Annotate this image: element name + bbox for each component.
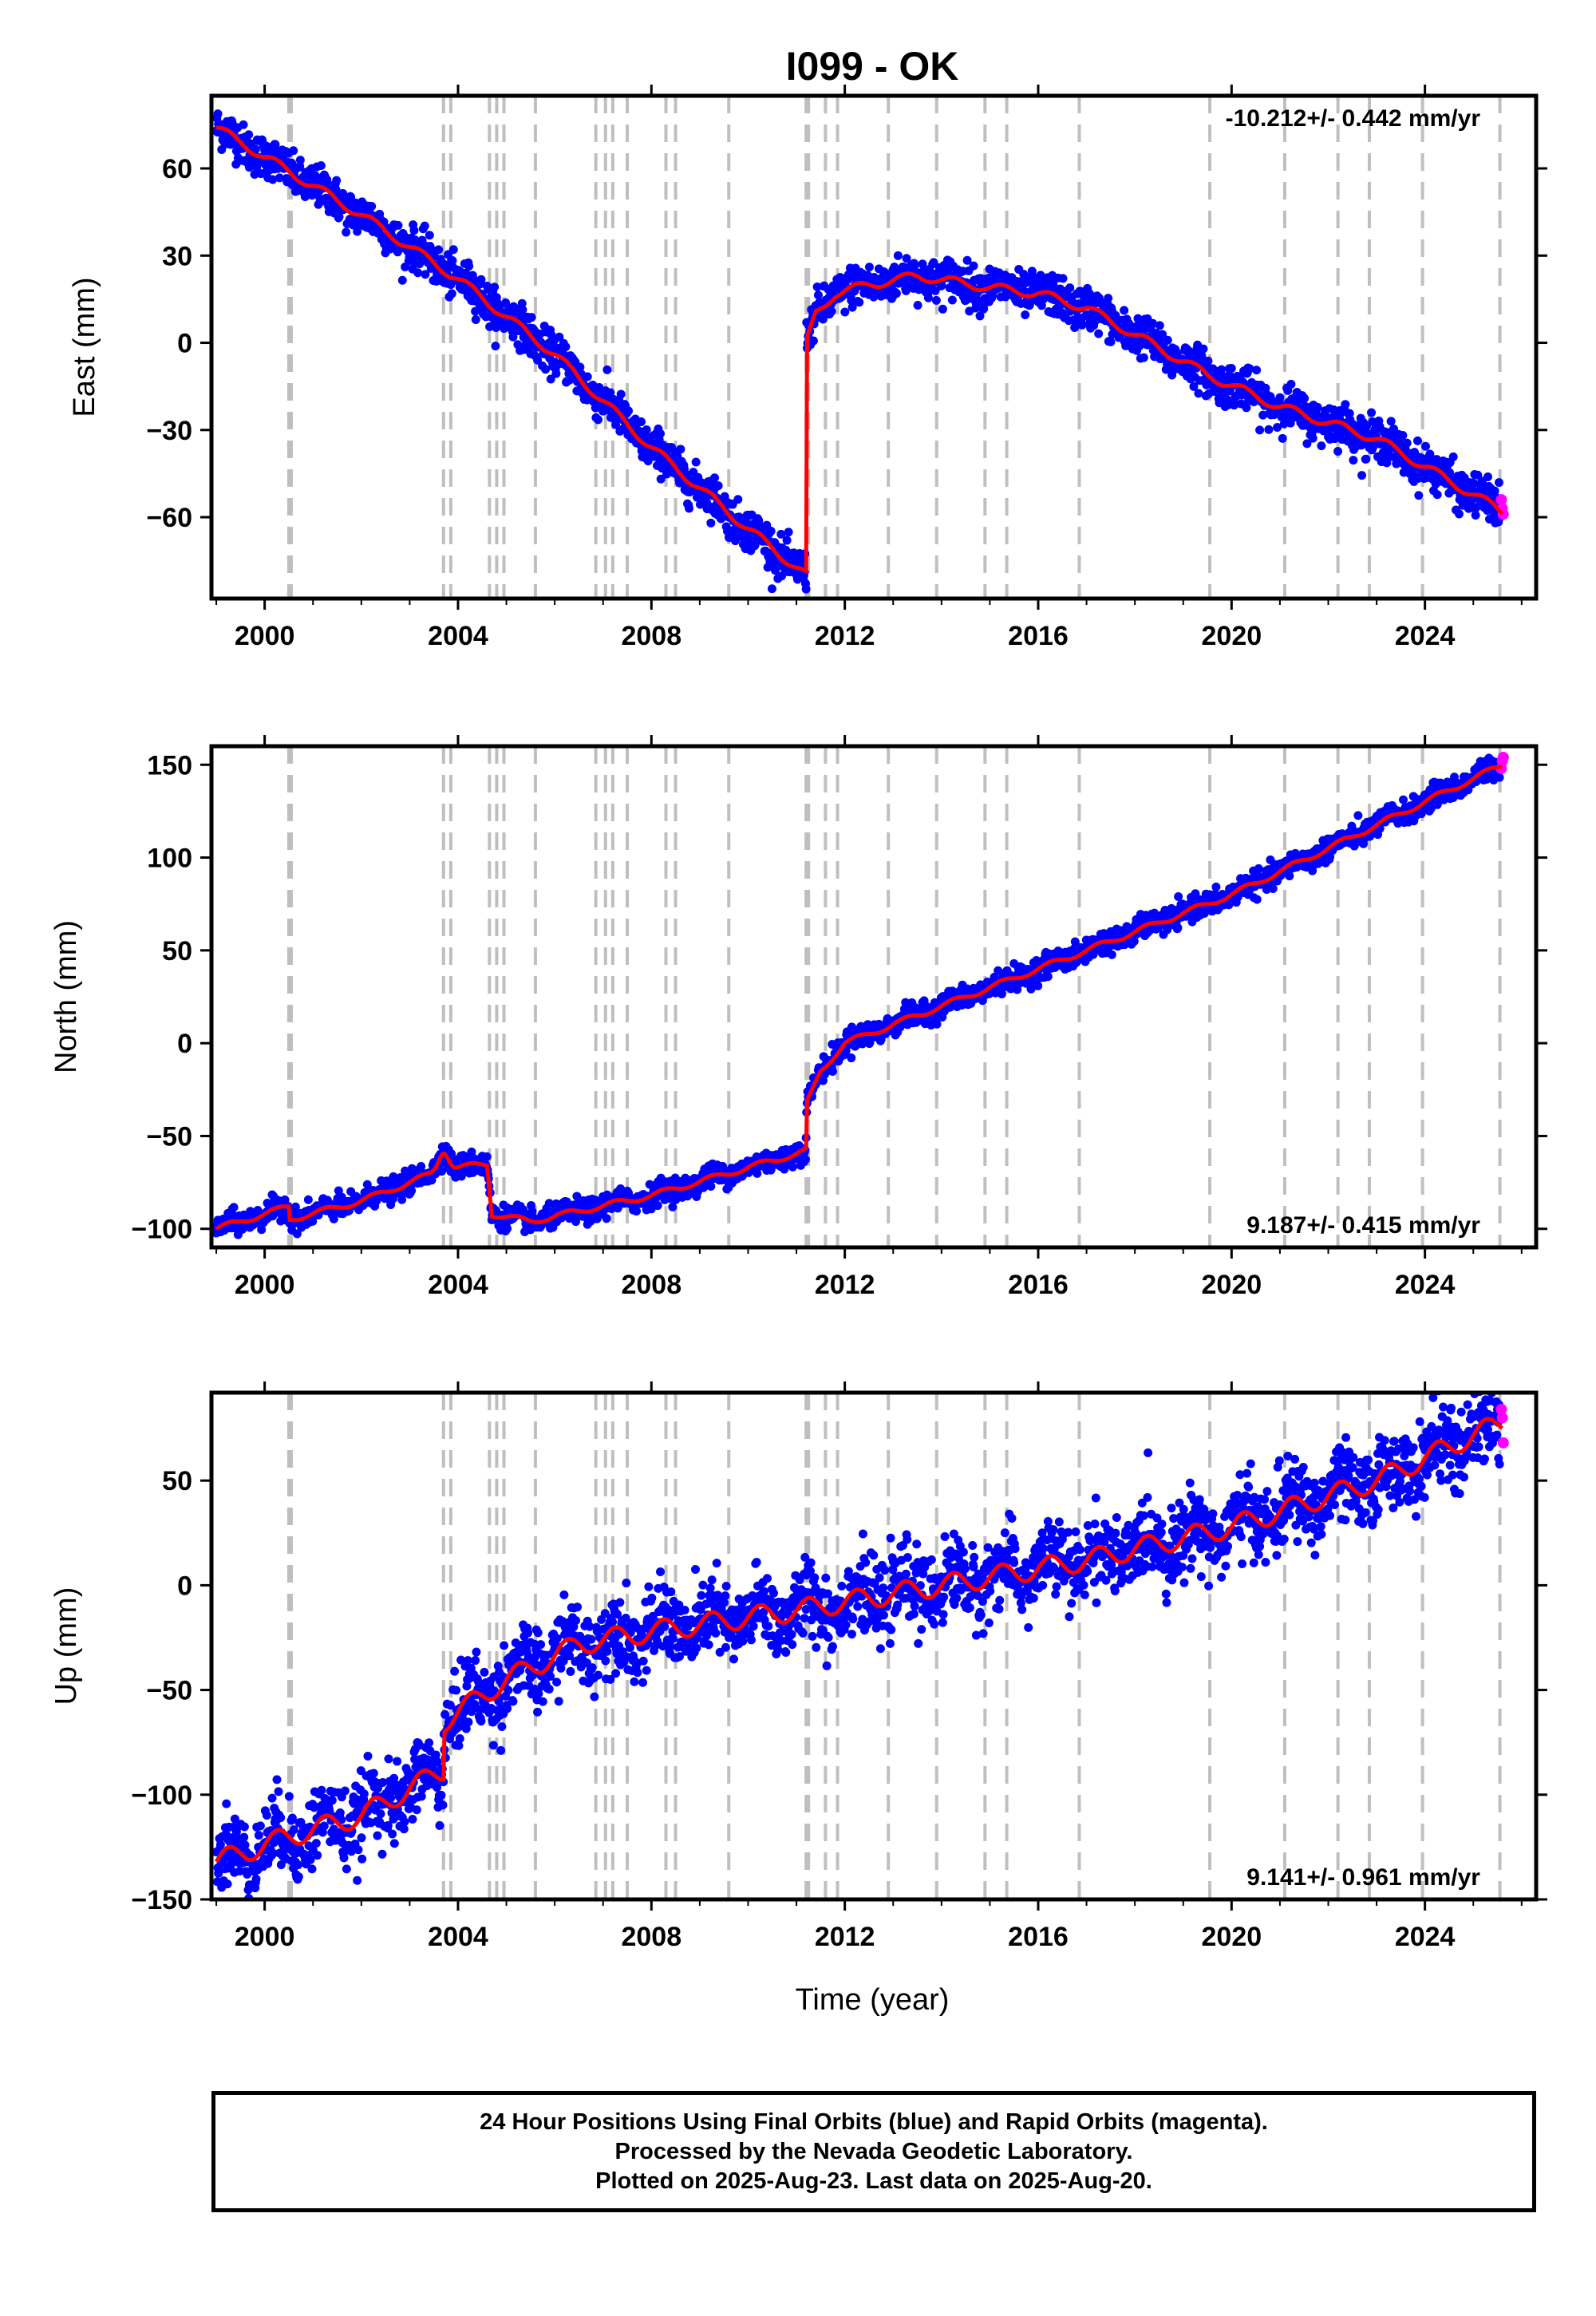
east-model-line — [216, 125, 1504, 575]
chart-title: I099 - OK — [786, 44, 959, 89]
x-tick-label: 2012 — [815, 1922, 875, 1952]
east-rate-label: -10.212+/- 0.442 mm/yr — [1226, 105, 1481, 132]
y-tick-label: 150 — [147, 750, 192, 781]
x-tick-label: 2008 — [621, 1270, 681, 1300]
east-plot-area — [211, 96, 1509, 599]
y-tick-label: 50 — [162, 1466, 192, 1496]
x-tick-label: 2016 — [1008, 1922, 1069, 1952]
footer-line-1: 24 Hour Positions Using Final Orbits (bl… — [480, 2109, 1268, 2135]
x-tick-label: 2004 — [428, 1270, 488, 1300]
y-tick-label: 30 — [162, 241, 192, 271]
north-y-axis-label: North (mm) — [49, 920, 83, 1073]
up-plot-area — [211, 1393, 1509, 1899]
footer-line-3: Plotted on 2025-Aug-23. Last data on 202… — [595, 2168, 1152, 2194]
up-panel: 2000 2004 2008 2012 2016 2020 2024 50 0 −50 −100 −1… — [49, 1381, 1547, 1952]
x-tick-label: 2024 — [1395, 1922, 1456, 1952]
x-tick-label: 2012 — [815, 621, 875, 651]
up-model-line — [214, 1417, 1503, 1863]
east-frame — [209, 93, 1539, 601]
x-tick-label: 2004 — [428, 621, 488, 651]
y-tick-label: 0 — [177, 1029, 192, 1059]
x-tick-label: 2020 — [1202, 1270, 1262, 1300]
x-tick-label: 2000 — [235, 1922, 295, 1952]
y-tick-label: −100 — [131, 1215, 192, 1245]
y-tick-label: 0 — [177, 329, 192, 359]
east-y-axis-label: East (mm) — [68, 277, 101, 417]
x-tick-label: 2008 — [621, 1922, 681, 1952]
y-tick-label: 0 — [177, 1571, 192, 1601]
up-y-axis-label: Up (mm) — [49, 1587, 83, 1705]
y-tick-label: −50 — [146, 1121, 192, 1152]
x-axis-label: Time (year) — [796, 1983, 950, 2017]
east-panel: 2000 2004 2008 2012 2016 2020 2024 60 30 0 −30 −60 E… — [68, 85, 1547, 651]
x-tick-label: 2012 — [815, 1270, 875, 1300]
up-final-orbit-points — [211, 1393, 1504, 1899]
y-tick-label: 100 — [147, 844, 192, 874]
x-tick-label: 2016 — [1008, 1270, 1069, 1300]
x-tick-label: 2000 — [235, 621, 295, 651]
north-plot-area — [211, 746, 1509, 1247]
footer-note: 24 Hour Positions Using Final Orbits (bl… — [211, 2091, 1536, 2212]
north-model-line — [215, 764, 1503, 1231]
rapid-orbit-point — [1495, 1403, 1507, 1415]
rapid-orbit-point — [1495, 494, 1507, 506]
y-tick-label: 60 — [162, 154, 192, 184]
north-rate-label: 9.187+/- 0.415 mm/yr — [1246, 1212, 1480, 1239]
north-final-orbit-points — [211, 753, 1504, 1239]
up-frame — [209, 1390, 1539, 1902]
x-tick-label: 2008 — [621, 621, 681, 651]
y-tick-label: 50 — [162, 936, 192, 966]
x-tick-label: 2016 — [1008, 621, 1069, 651]
x-tick-label: 2000 — [235, 1270, 295, 1300]
x-tick-label: 2024 — [1395, 1270, 1456, 1300]
x-tick-label: 2024 — [1395, 621, 1456, 651]
x-tick-label: 2020 — [1202, 1922, 1262, 1952]
y-tick-label: −100 — [131, 1780, 192, 1811]
y-tick-label: −50 — [146, 1676, 192, 1706]
rapid-orbit-point — [1497, 1437, 1509, 1448]
y-tick-label: −60 — [146, 503, 192, 533]
north-panel: 2000 2004 2008 2012 2016 2020 2024 150 100 50 0 −50… — [49, 735, 1547, 1300]
y-tick-label: −30 — [146, 416, 192, 446]
north-frame — [209, 744, 1539, 1250]
y-tick-label: −150 — [131, 1885, 192, 1915]
x-tick-label: 2004 — [428, 1922, 488, 1952]
x-tick-label: 2020 — [1202, 621, 1262, 651]
east-final-orbit-points — [211, 109, 1504, 594]
rapid-orbit-point — [1497, 751, 1509, 763]
up-rate-label: 9.141+/- 0.961 mm/yr — [1246, 1864, 1480, 1891]
rapid-orbit-point — [1496, 1412, 1508, 1424]
footer-line-2: Processed by the Nevada Geodetic Laborat… — [614, 2138, 1133, 2164]
